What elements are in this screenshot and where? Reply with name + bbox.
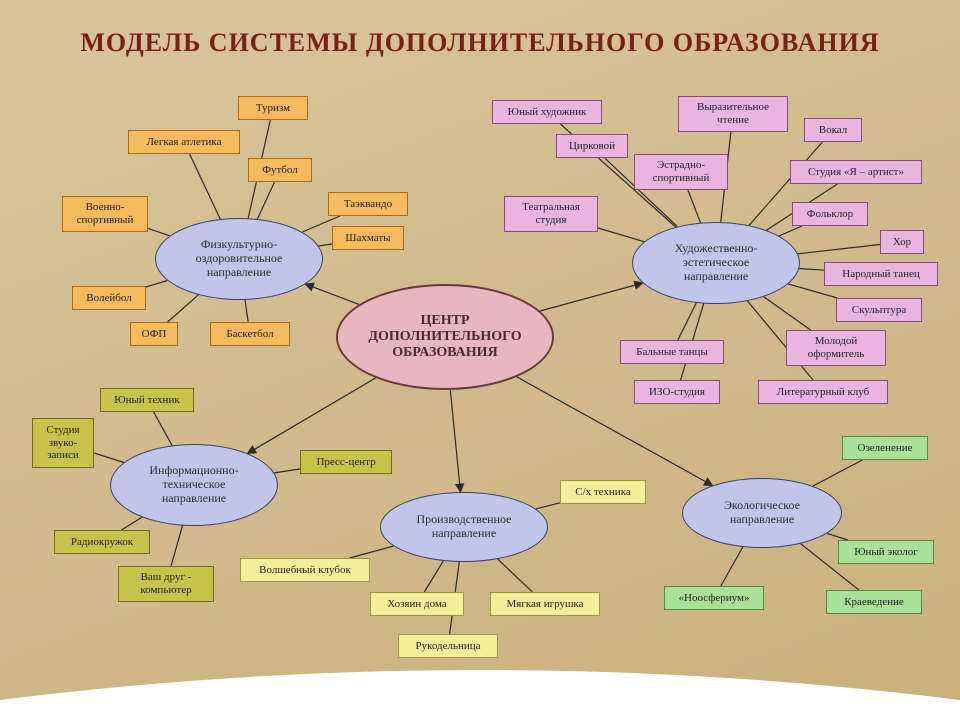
leaf-art-13: ИЗО-студия: [634, 380, 720, 404]
leaf-phys-1: Легкая атлетика: [128, 130, 240, 154]
hub-art-label: Художественно-эстетическоенаправление: [671, 238, 762, 287]
leaf-phys-8: Баскетбол: [210, 322, 290, 346]
leaf-prod-2: Хозяин дома: [370, 592, 464, 616]
leaf-prod-0: С/х техника: [560, 480, 646, 504]
hub-eco-label: Экологическоенаправление: [720, 495, 804, 531]
hub-prod: Производственноенаправление: [380, 492, 548, 562]
leaf-it-4: Ваш друг -компьютер: [118, 566, 214, 602]
hub-eco: Экологическоенаправление: [682, 478, 842, 548]
page-title: МОДЕЛЬ СИСТЕМЫ ДОПОЛНИТЕЛЬНОГО ОБРАЗОВАН…: [0, 28, 960, 58]
leaf-phys-7: ОФП: [130, 322, 178, 346]
leaf-it-1: Студиязвуко-записи: [32, 418, 94, 468]
leaf-art-8: Хор: [880, 230, 924, 254]
hub-it: Информационно-техническоенаправление: [110, 444, 278, 526]
leaf-phys-3: Таэквандо: [328, 192, 408, 216]
leaf-art-6: Театральнаястудия: [504, 196, 598, 232]
leaf-eco-1: Юный эколог: [838, 540, 934, 564]
leaf-phys-4: Шахматы: [332, 226, 404, 250]
leaf-it-2: Пресс-центр: [300, 450, 392, 474]
leaf-phys-6: Волейбол: [72, 286, 146, 310]
leaf-art-11: Молодойоформитель: [786, 330, 886, 366]
hub-phys-label: Физкультурно-оздоровительноенаправление: [192, 234, 287, 283]
hub-phys: Физкультурно-оздоровительноенаправление: [155, 218, 323, 300]
hub-art: Художественно-эстетическоенаправление: [632, 222, 800, 304]
leaf-eco-3: Краеведение: [826, 590, 922, 614]
leaf-art-1: Цирковой: [556, 134, 628, 158]
leaf-art-0: Юный художник: [492, 100, 602, 124]
footer-curve: [0, 660, 960, 720]
leaf-art-9: Народный танец: [824, 262, 938, 286]
leaf-eco-0: Озеленение: [842, 436, 928, 460]
leaf-art-3: Вокал: [804, 118, 862, 142]
leaf-phys-2: Футбол: [248, 158, 312, 182]
hub-it-label: Информационно-техническоенаправление: [145, 460, 242, 509]
leaf-art-10: Скульптура: [836, 298, 922, 322]
leaf-phys-5: Военно-спортивный: [62, 196, 148, 232]
leaf-art-4: Эстрадно-спортивный: [634, 154, 728, 190]
center-ellipse-label: ЦЕНТРДОПОЛНИТЕЛЬНОГООБРАЗОВАНИЯ: [364, 309, 525, 365]
hub-prod-label: Производственноенаправление: [413, 509, 516, 545]
leaf-art-7: Фольклор: [792, 202, 868, 226]
leaf-art-14: Литературный клуб: [758, 380, 888, 404]
diagram-stage: МОДЕЛЬ СИСТЕМЫ ДОПОЛНИТЕЛЬНОГО ОБРАЗОВАН…: [0, 0, 960, 720]
leaf-art-12: Бальные танцы: [620, 340, 724, 364]
center-ellipse: ЦЕНТРДОПОЛНИТЕЛЬНОГООБРАЗОВАНИЯ: [336, 284, 554, 390]
leaf-phys-0: Туризм: [238, 96, 308, 120]
leaf-prod-4: Рукодельница: [398, 634, 498, 658]
leaf-eco-2: «Ноосфериум»: [664, 586, 764, 610]
leaf-art-5: Студия «Я – артист»: [790, 160, 922, 184]
leaf-it-0: Юный техник: [100, 388, 194, 412]
leaf-prod-3: Мягкая игрушка: [490, 592, 600, 616]
leaf-art-2: Выразительноечтение: [678, 96, 788, 132]
leaf-it-3: Радиокружок: [54, 530, 150, 554]
leaf-prod-1: Волшебный клубок: [240, 558, 370, 582]
